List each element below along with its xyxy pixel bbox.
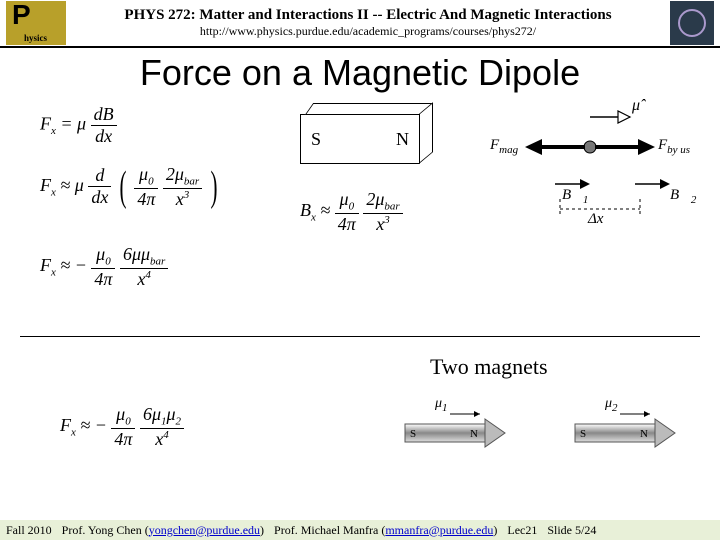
slide-content: Fx = μ dBdx Fx ≈ μ ddx ( μ04π 2μbarx3 ) … <box>0 94 720 474</box>
svg-text:N: N <box>640 428 648 440</box>
equation-fx-derivative: Fx ≈ μ ddx ( μ04π 2μbarx3 ) <box>40 164 221 210</box>
magnet-s-pole: S <box>311 129 321 150</box>
fmag-label: Fmag <box>490 137 518 156</box>
mu2-label: μ2 <box>605 396 618 414</box>
header-text: PHYS 272: Matter and Interactions II -- … <box>72 7 664 39</box>
footer-lecture: Lec21 <box>507 523 537 538</box>
fbyus-label: Fby us <box>658 137 690 156</box>
equation-fx-two-magnets: Fx ≈ − μ04π 6μ1μ2x4 <box>60 404 184 450</box>
b2-label: B⃗2 <box>670 187 696 206</box>
footer-prof2: Prof. Michael Manfra (mmanfra@purdue.edu… <box>274 523 497 538</box>
equation-fx-result: Fx ≈ − μ04π 6μμbarx4 <box>40 244 168 290</box>
svg-text:N: N <box>470 428 478 440</box>
delta-x-label: Δx <box>588 211 603 228</box>
b1-label: B⃗1 <box>562 187 588 206</box>
purdue-physics-logo: P hysics <box>6 1 66 45</box>
magnet-1-diagram: S N μ1 <box>400 404 490 430</box>
mu1-label: μ1 <box>435 396 448 414</box>
magnet-n-pole: N <box>396 129 409 150</box>
mu-hat-label: μ̂ <box>632 97 640 115</box>
email2-link[interactable]: mmanfra@purdue.edu <box>385 523 493 537</box>
dipole-force-diagram: μ̂ Fmag Fby us B⃗1 B⃗2 Δx <box>490 99 700 229</box>
logo-p: P <box>12 0 31 31</box>
svg-text:S: S <box>410 428 416 440</box>
magnet-2-diagram: S N μ2 <box>570 404 660 430</box>
footer-prof1: Prof. Yong Chen (yongchen@purdue.edu) <box>62 523 264 538</box>
footer-term: Fall 2010 <box>6 523 52 538</box>
footer-slide-number: Slide 5/24 <box>547 523 596 538</box>
slide-title: Force on a Magnetic Dipole <box>0 52 720 94</box>
svg-text:S: S <box>580 428 586 440</box>
two-magnets-heading: Two magnets <box>430 354 548 380</box>
bar-magnet-diagram: S N <box>300 114 420 164</box>
slide-footer: Fall 2010 Prof. Yong Chen (yongchen@purd… <box>0 520 720 540</box>
header-right-emblem <box>670 1 714 45</box>
email1-link[interactable]: yongchen@purdue.edu <box>149 523 260 537</box>
course-url: http://www.physics.purdue.edu/academic_p… <box>72 24 664 39</box>
equation-bx: Bx ≈ μ04π 2μbarx3 <box>300 189 403 235</box>
course-title: PHYS 272: Matter and Interactions II -- … <box>72 7 664 24</box>
section-divider <box>20 336 700 337</box>
slide-header: P hysics PHYS 272: Matter and Interactio… <box>0 0 720 48</box>
logo-text: hysics <box>24 33 47 43</box>
equation-fx-dbdx: Fx = μ dBdx <box>40 104 117 147</box>
